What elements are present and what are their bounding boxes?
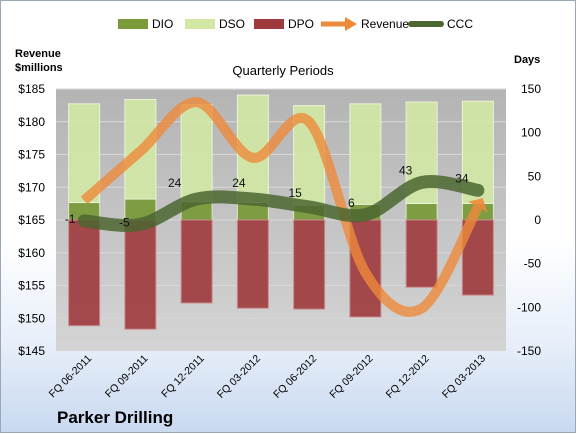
ccc-data-label: 24	[168, 176, 182, 190]
right-tick-label: -100	[517, 300, 541, 314]
bar-dpo	[124, 219, 157, 330]
left-tick-label: $175	[18, 148, 45, 162]
x-tick-label: FQ 09-2012	[327, 353, 375, 401]
revenue-line	[80, 97, 483, 317]
lines	[77, 97, 488, 317]
right-tick-label: 150	[521, 82, 541, 96]
x-tick-label: FQ 03-2012	[215, 353, 263, 401]
left-axis-label-line1: Revenue	[15, 48, 61, 60]
right-tick-label: 100	[521, 126, 541, 140]
bar-dpo	[236, 219, 269, 309]
bar-dso	[349, 103, 382, 205]
left-tick-label: $160	[18, 246, 45, 260]
x-tick-label: FQ 09-2011	[103, 353, 151, 401]
legend-swatch	[254, 19, 284, 29]
legend-label: DPO	[288, 17, 314, 31]
left-tick-label: $180	[18, 115, 45, 129]
ccc-line	[77, 175, 485, 232]
right-tick-label: 0	[534, 213, 541, 227]
left-axis-label-line2: $millions	[15, 62, 63, 74]
left-tick-label: $170	[18, 180, 45, 194]
x-tick-label: FQ 03-2013	[440, 353, 488, 401]
x-tick-label: FQ 12-2011	[159, 353, 207, 401]
bar-dio	[405, 202, 438, 221]
x-tick-label: FQ 12-2012	[384, 353, 432, 401]
legend-swatch	[118, 19, 148, 29]
left-tick-label: $165	[18, 213, 45, 227]
legend: DIO DSO DPO Revenue CCC	[118, 17, 473, 31]
x-tick-label: FQ 06-2011	[47, 353, 95, 401]
bar-dpo	[68, 219, 101, 327]
right-axis-ticks: -150 -100 -50 0 50 100 150	[517, 82, 541, 358]
ccc-data-label: -1	[65, 212, 76, 226]
left-tick-label: $155	[18, 279, 45, 293]
ccc-data-label: 43	[399, 163, 413, 177]
bars	[68, 94, 494, 330]
company-name: Parker Drilling	[57, 408, 173, 427]
legend-label: Revenue	[361, 17, 409, 31]
right-axis-label: Days	[514, 54, 540, 66]
legend-item-dso: DSO	[185, 17, 245, 31]
ccc-data-label: -5	[119, 215, 130, 229]
legend-item-revenue: Revenue	[321, 17, 409, 31]
bar-dpo	[180, 219, 213, 304]
legend-swatch	[185, 19, 215, 29]
bar-dpo	[293, 219, 326, 310]
ccc-data-label: 24	[232, 176, 246, 190]
left-tick-label: $185	[18, 82, 45, 96]
ccc-data-label: 6	[348, 196, 355, 210]
chart-title: Quarterly Periods	[232, 63, 334, 78]
legend-label: DIO	[152, 17, 173, 31]
left-tick-label: $150	[18, 311, 45, 325]
legend-item-dpo: DPO	[254, 17, 314, 31]
right-tick-label: -50	[524, 257, 542, 271]
left-axis-ticks: $145 $150 $155 $160 $165 $170 $175 $180 $185	[18, 82, 45, 358]
x-tick-label: FQ 06-2012	[271, 353, 319, 401]
left-tick-label: $145	[18, 344, 45, 358]
revenue-arrowhead	[468, 198, 488, 213]
ccc-data-label: 15	[288, 186, 302, 200]
right-tick-label: 50	[528, 169, 542, 183]
bar-dso	[180, 104, 213, 203]
legend-arrowhead	[345, 17, 357, 31]
bar-dpo	[405, 219, 438, 288]
legend-label: CCC	[447, 17, 473, 31]
data-labels: -1 -5 24 24 15 6 43 34	[65, 163, 469, 229]
legend-label: DSO	[219, 17, 245, 31]
right-tick-label: -150	[517, 344, 541, 358]
legend-item-ccc: CCC	[408, 17, 473, 31]
ccc-data-label: 34	[455, 171, 469, 185]
legend-item-dio: DIO	[118, 17, 173, 31]
x-axis-ticks: FQ 06-2011 FQ 09-2011 FQ 12-2011 FQ 03-2012…	[47, 353, 488, 401]
